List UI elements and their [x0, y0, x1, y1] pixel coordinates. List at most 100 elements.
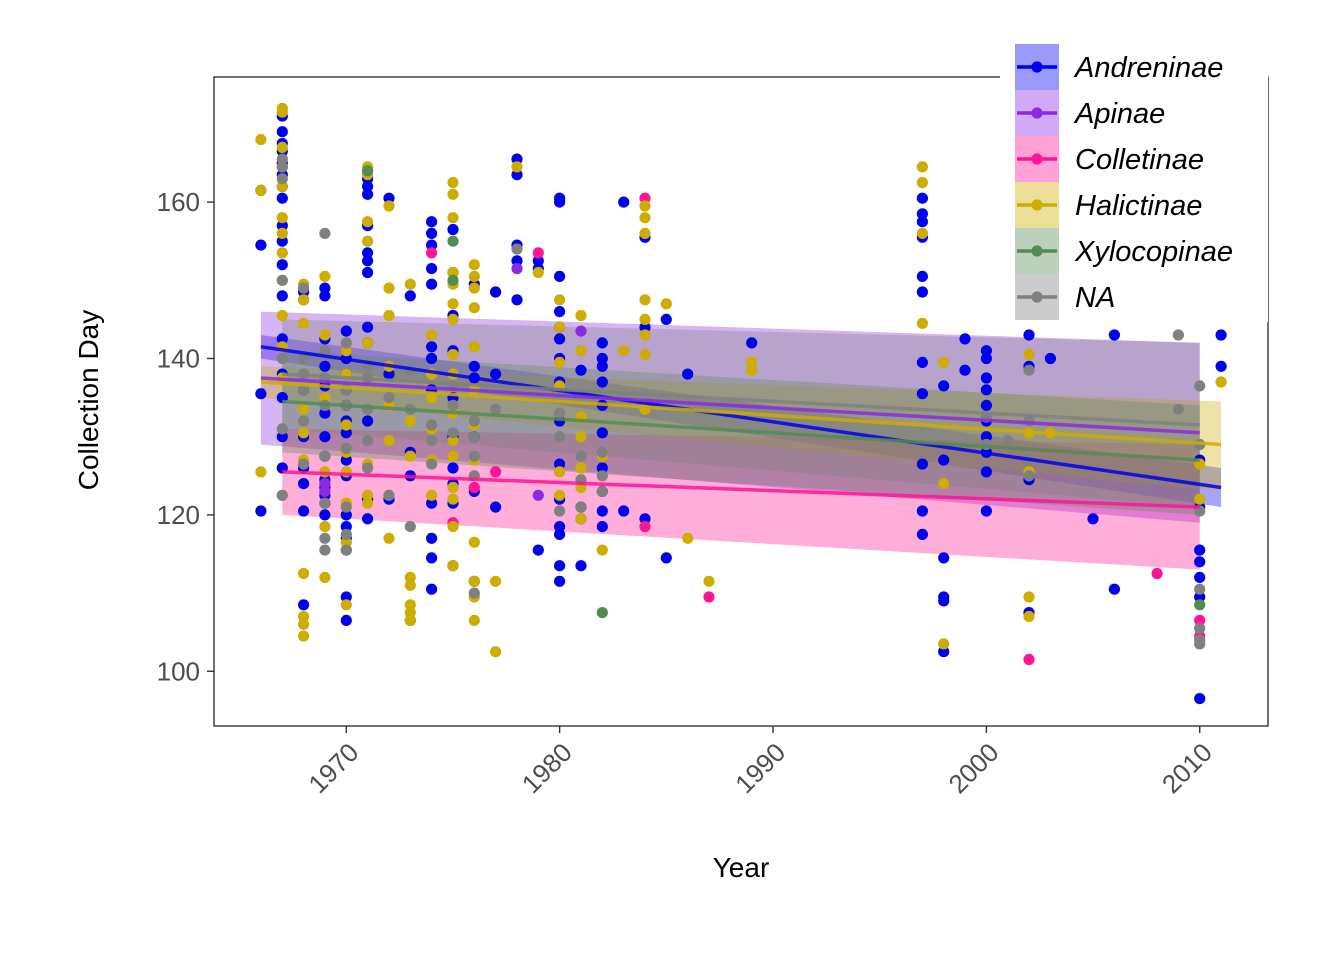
- point-halictinae: [660, 298, 672, 310]
- fit-line-na: [282, 372, 1200, 427]
- point-andreninae: [447, 462, 459, 474]
- point-halictinae: [298, 630, 310, 642]
- point-andreninae: [426, 583, 438, 595]
- point-halictinae: [468, 341, 480, 353]
- point-andreninae: [426, 278, 438, 290]
- point-andreninae: [340, 454, 352, 466]
- point-halictinae: [298, 294, 310, 306]
- point-andreninae: [404, 290, 416, 302]
- point-na: [1194, 380, 1206, 392]
- point-halictinae: [532, 266, 544, 279]
- point-colletinae: [1151, 567, 1163, 580]
- point-andreninae: [596, 521, 608, 533]
- plot-panel-border: [213, 76, 1269, 727]
- point-andreninae: [980, 372, 993, 384]
- point-halictinae: [468, 575, 480, 587]
- point-halictinae: [468, 282, 480, 294]
- point-halictinae: [447, 435, 459, 447]
- point-halictinae: [490, 646, 502, 658]
- point-andreninae: [554, 192, 566, 204]
- point-na: [1023, 470, 1035, 482]
- point-apinae: [532, 489, 544, 501]
- point-andreninae: [554, 521, 566, 533]
- point-andreninae: [362, 247, 374, 259]
- point-andreninae: [596, 427, 608, 439]
- point-halictinae: [746, 356, 758, 368]
- point-andreninae: [916, 528, 929, 541]
- point-andreninae: [1108, 583, 1120, 595]
- x-axis-title: Year: [713, 852, 770, 883]
- point-andreninae: [276, 126, 288, 138]
- point-halictinae: [703, 575, 715, 587]
- point-andreninae: [362, 188, 374, 200]
- point-andreninae: [916, 458, 929, 470]
- point-andreninae: [511, 294, 523, 306]
- point-halictinae: [404, 607, 416, 619]
- point-na: [575, 501, 587, 513]
- point-andreninae: [426, 216, 438, 228]
- point-halictinae: [255, 466, 267, 478]
- point-andreninae: [618, 196, 630, 208]
- legend-key-point-apinae: [1031, 107, 1043, 119]
- point-halictinae: [447, 481, 459, 494]
- point-halictinae: [340, 419, 352, 431]
- point-na: [596, 485, 608, 497]
- point-andreninae: [426, 352, 438, 365]
- point-andreninae: [426, 239, 438, 251]
- point-andreninae: [447, 223, 459, 236]
- point-halictinae: [447, 266, 459, 279]
- point-andreninae: [980, 505, 993, 517]
- point-halictinae: [276, 141, 288, 153]
- point-andreninae: [276, 192, 288, 204]
- point-colletinae: [532, 247, 544, 259]
- point-andreninae: [1215, 360, 1227, 372]
- point-halictinae: [404, 450, 416, 462]
- point-andreninae: [596, 352, 608, 365]
- point-andreninae: [1194, 693, 1206, 705]
- point-andreninae: [298, 505, 310, 517]
- y-tick-label: 160: [157, 187, 200, 217]
- point-halictinae: [383, 435, 395, 447]
- point-apinae: [319, 478, 331, 490]
- point-halictinae: [554, 489, 566, 501]
- point-halictinae: [298, 317, 310, 329]
- point-andreninae: [596, 337, 608, 349]
- legend-key-point-na: [1031, 291, 1043, 303]
- point-halictinae: [426, 489, 438, 501]
- point-na: [1194, 583, 1206, 595]
- point-andreninae: [532, 255, 544, 267]
- point-na: [340, 528, 352, 541]
- point-colletinae: [639, 192, 651, 204]
- legend-label-andreninae: Andreninae: [1073, 52, 1223, 84]
- point-na: [276, 153, 288, 165]
- point-andreninae: [298, 478, 310, 490]
- point-andreninae: [746, 337, 758, 349]
- point-halictinae: [383, 282, 395, 294]
- point-halictinae: [554, 321, 566, 333]
- point-na: [319, 532, 331, 544]
- point-na: [468, 450, 480, 462]
- point-na: [404, 521, 416, 533]
- point-halictinae: [404, 579, 416, 591]
- point-andreninae: [490, 368, 502, 380]
- point-andreninae: [255, 239, 267, 251]
- x-tick-label: 1970: [302, 737, 364, 799]
- point-andreninae: [1194, 544, 1206, 556]
- point-andreninae: [511, 255, 523, 267]
- point-na: [340, 337, 352, 349]
- point-andreninae: [426, 497, 438, 509]
- point-andreninae: [276, 333, 288, 345]
- point-halictinae: [298, 610, 310, 623]
- point-andreninae: [938, 454, 950, 466]
- point-andreninae: [916, 388, 929, 400]
- point-xylocopinae: [1194, 599, 1206, 611]
- point-andreninae: [1044, 352, 1056, 365]
- point-andreninae: [1087, 513, 1099, 525]
- point-halictinae: [575, 345, 587, 357]
- point-na: [276, 161, 288, 173]
- point-na: [298, 352, 310, 365]
- point-halictinae: [255, 184, 267, 196]
- point-halictinae: [362, 235, 374, 247]
- legend-label-colletinae: Colletinae: [1075, 144, 1204, 176]
- point-halictinae: [575, 431, 587, 443]
